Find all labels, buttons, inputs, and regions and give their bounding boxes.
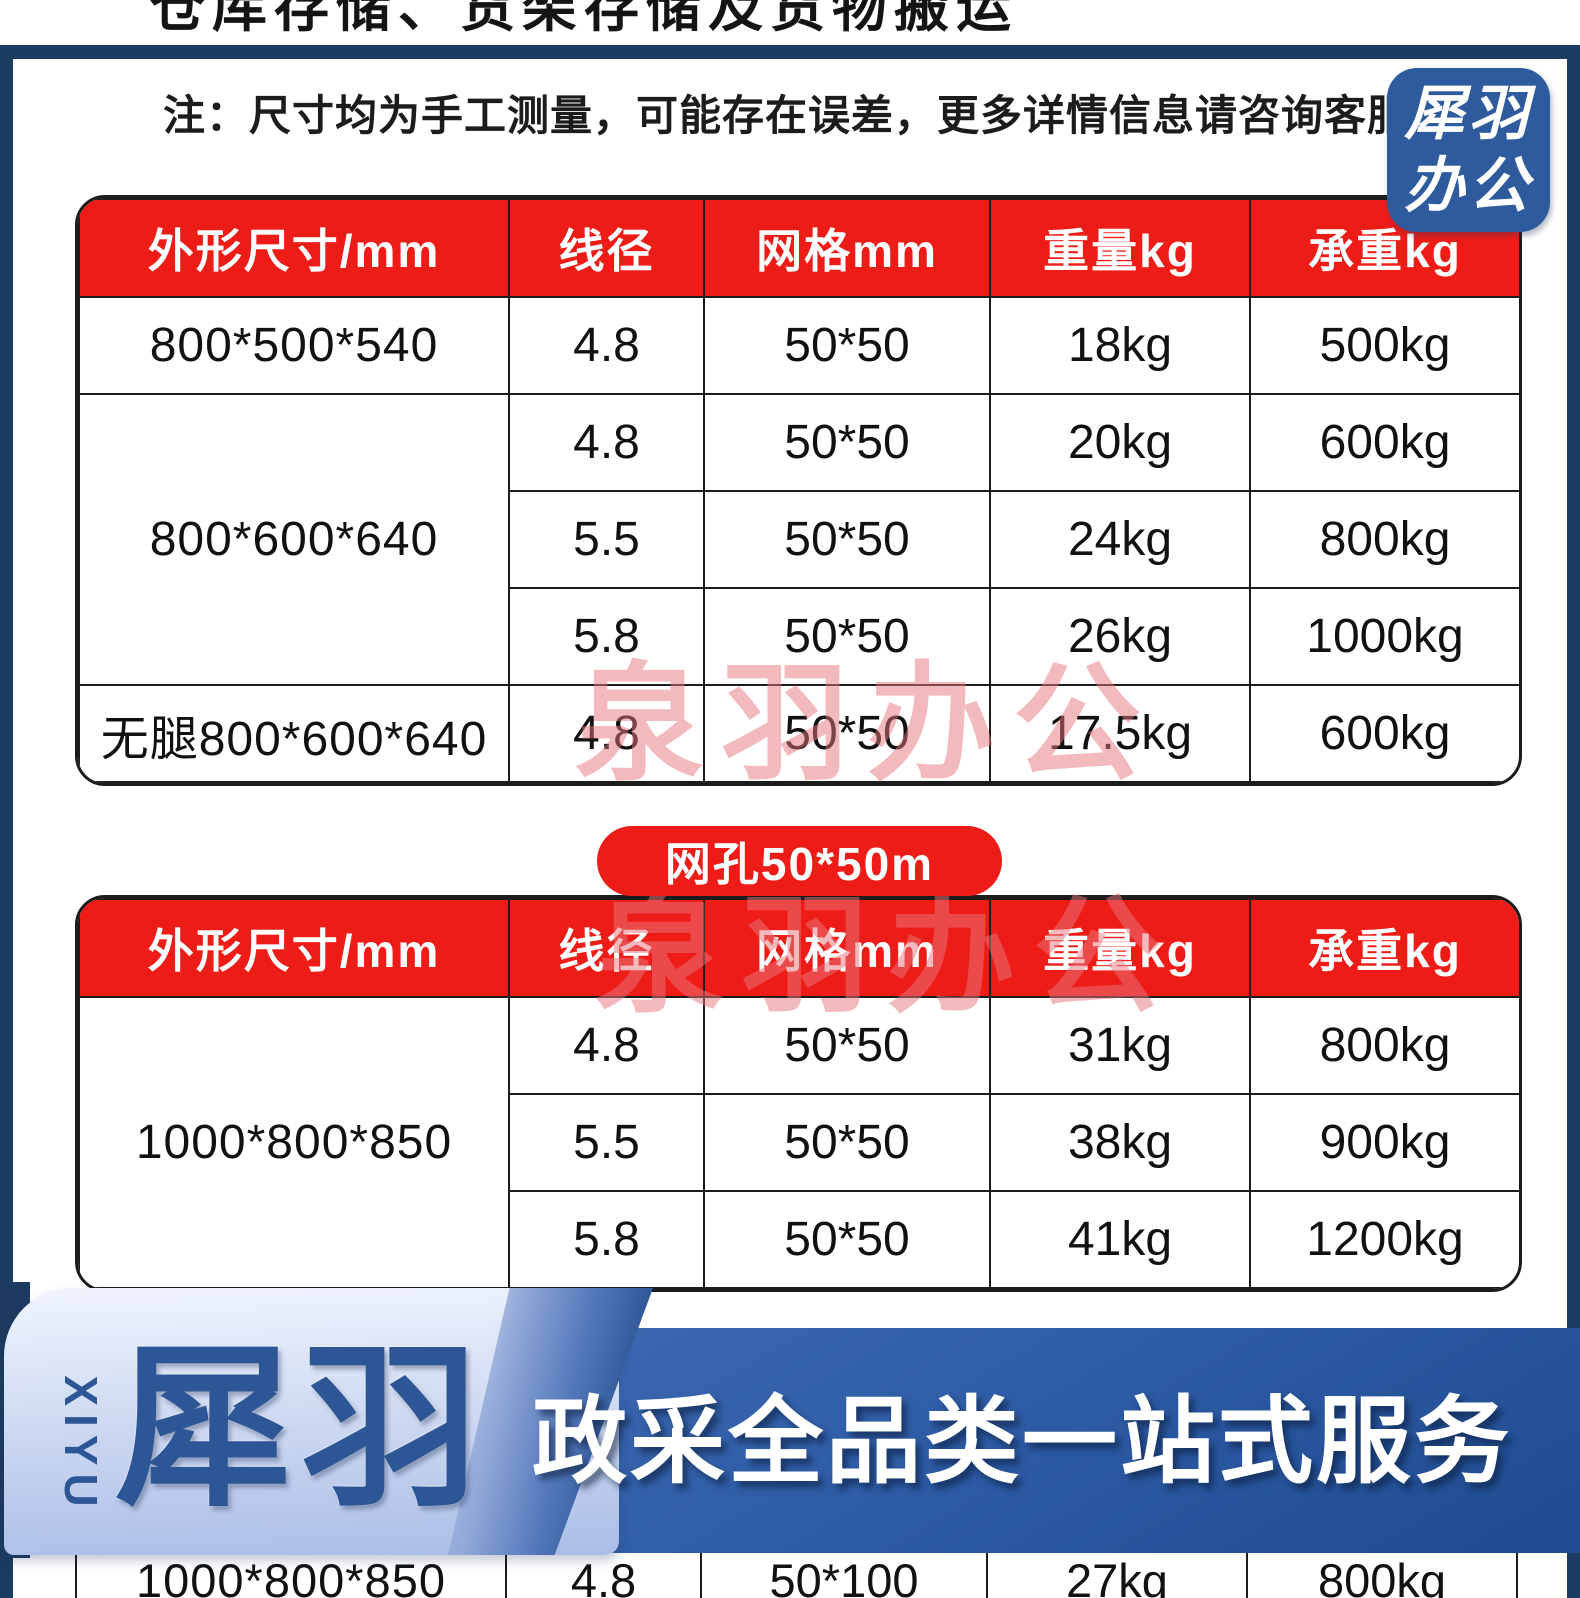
load-cell: 800kg [1249, 490, 1519, 589]
load-cell: 600kg [1249, 393, 1519, 492]
brand-logo-badge: 犀羽 办公 [1387, 68, 1550, 232]
mesh-cell: 50*50 [703, 490, 991, 589]
weight-cell: 18kg [989, 296, 1251, 395]
table-row: 1000*800*850 4.8 50*50 31kg 800kg [78, 996, 1519, 1289]
dimension-cell: 1000*800*850 [78, 996, 510, 1289]
column-header: 承重kg [1249, 898, 1519, 998]
banner-slogan: 政采全品类一站式服务 [532, 1389, 1513, 1495]
wire-diameter-cell: 4.8 [508, 684, 705, 783]
wire-diameter-cell: 4.8 [508, 996, 705, 1095]
banner-brand-name: 犀羽 [115, 1329, 487, 1528]
spec-table-1-header-row: 外形尺寸/mm 线径 网格mm 重量kg 承重kg [78, 198, 1519, 298]
wire-diameter-cell: 4.8 [508, 296, 705, 395]
frame-top-border [0, 45, 1580, 59]
weight-cell: 24kg [989, 490, 1251, 589]
column-header: 线径 [508, 898, 705, 998]
table-row: 5.8 50*50 41kg 1200kg [79, 1190, 1519, 1289]
mesh-cell: 50*50 [703, 684, 991, 783]
measurement-note: 注：尺寸均为手工测量，可能存在误差，更多详情信息请咨询客服 [163, 92, 1411, 139]
table-row: 5.5 50*50 38kg 900kg [79, 1093, 1519, 1192]
load-cell: 1200kg [1249, 1190, 1519, 1289]
weight-cell: 31kg [989, 996, 1251, 1095]
column-header: 网格mm [703, 198, 991, 298]
load-cell: 500kg [1249, 296, 1519, 395]
weight-cell: 20kg [989, 393, 1251, 492]
partial-spec-row: 1000*800*850 4.8 50*100 27kg 800kg [75, 1553, 1518, 1598]
column-header: 网格mm [703, 898, 991, 998]
wire-diameter-cell: 5.8 [508, 587, 705, 686]
mesh-cell: 50*100 [700, 1553, 988, 1598]
column-header: 重量kg [989, 198, 1251, 298]
wire-diameter-cell: 5.5 [508, 1093, 705, 1192]
brand-logo-line1: 犀羽 [1404, 80, 1533, 147]
banner-dark-band [455, 1328, 1580, 1553]
spec-table-2: 外形尺寸/mm 线径 网格mm 重量kg 承重kg 1000*800*850 4… [75, 895, 1522, 1292]
load-cell: 900kg [1249, 1093, 1519, 1192]
weight-cell: 17.5kg [989, 684, 1251, 783]
spec-table-2-header-row: 外形尺寸/mm 线径 网格mm 重量kg 承重kg [78, 898, 1519, 998]
mesh-cell: 50*50 [703, 393, 991, 492]
clipped-page-heading: 仓库存储、货架存储及货物搬运 [150, 0, 1019, 38]
spec-table-1: 外形尺寸/mm 线径 网格mm 重量kg 承重kg 800*500*540 4.… [75, 195, 1522, 786]
table-row: 5.8 50*50 26kg 1000kg [79, 587, 1519, 686]
table-row: 800*500*540 4.8 50*50 18kg 500kg [78, 296, 1519, 395]
dimension-cell: 800*600*640 [78, 393, 510, 686]
mesh-cell: 50*50 [703, 296, 991, 395]
load-cell: 600kg [1249, 684, 1519, 783]
mesh-cell: 50*50 [703, 996, 991, 1095]
wire-diameter-cell: 5.5 [508, 490, 705, 589]
wire-diameter-cell: 5.8 [508, 1190, 705, 1289]
banner-vertical-brand-text: XIYU [55, 1375, 107, 1515]
table-row: 无腿800*600*640 4.8 50*50 17.5kg 600kg [78, 684, 1519, 783]
weight-cell: 26kg [989, 587, 1251, 686]
frame-left-border [0, 45, 13, 1598]
load-cell: 1000kg [1249, 587, 1519, 686]
frame-right-border [1567, 45, 1580, 1598]
mesh-size-pill: 网孔50*50m [597, 826, 1002, 896]
table-row: 800*600*640 4.8 50*50 20kg 600kg [78, 393, 1519, 686]
column-header: 线径 [508, 198, 705, 298]
table-row: 5.5 50*50 24kg 800kg [79, 490, 1519, 589]
wire-diameter-cell: 4.8 [508, 393, 705, 492]
mesh-cell: 50*50 [703, 1093, 991, 1192]
dimension-cell: 无腿800*600*640 [78, 684, 510, 783]
table-row: 1000*800*850 4.8 50*100 27kg 800kg [75, 1553, 1518, 1598]
mesh-cell: 50*50 [703, 1190, 991, 1289]
dimension-cell: 1000*800*850 [75, 1553, 507, 1598]
column-header: 外形尺寸/mm [78, 898, 510, 998]
mesh-cell: 50*50 [703, 587, 991, 686]
weight-cell: 27kg [986, 1553, 1248, 1598]
load-cell: 800kg [1249, 996, 1519, 1095]
weight-cell: 38kg [989, 1093, 1251, 1192]
wire-diameter-cell: 4.8 [505, 1553, 702, 1598]
weight-cell: 41kg [989, 1190, 1251, 1289]
column-header: 重量kg [989, 898, 1251, 998]
column-header: 外形尺寸/mm [78, 198, 510, 298]
load-cell: 800kg [1246, 1553, 1518, 1598]
brand-logo-line2: 办公 [1404, 152, 1533, 219]
dimension-cell: 800*500*540 [78, 296, 510, 395]
